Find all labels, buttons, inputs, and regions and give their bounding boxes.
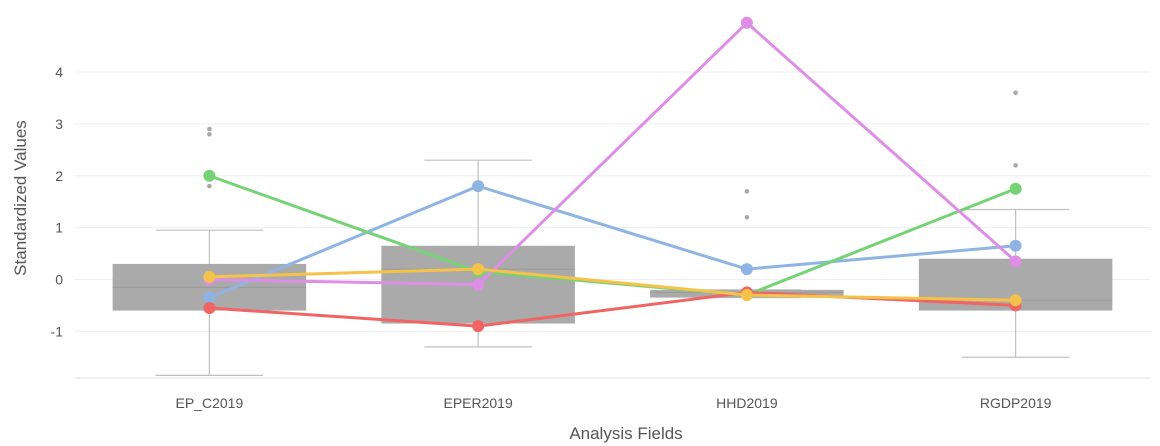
series-point bbox=[472, 278, 485, 291]
outlier-point bbox=[744, 189, 750, 194]
outlier-point bbox=[1013, 163, 1018, 168]
series-point bbox=[203, 169, 216, 182]
x-tick-label: HHD2019 bbox=[716, 395, 778, 411]
series-line bbox=[208, 184, 1016, 300]
series-point bbox=[1009, 239, 1022, 252]
series-point bbox=[740, 289, 753, 302]
y-tick-label: -1 bbox=[51, 323, 64, 339]
series-line bbox=[209, 21, 1017, 287]
series-point bbox=[203, 270, 216, 283]
y-tick-label: 1 bbox=[55, 220, 63, 236]
y-tick-label: 2 bbox=[55, 168, 63, 184]
series-point bbox=[472, 180, 485, 193]
series-point bbox=[1009, 294, 1022, 307]
x-tick-label: EPER2019 bbox=[443, 395, 512, 411]
x-tick-label: RGDP2019 bbox=[980, 395, 1052, 411]
series-point bbox=[472, 320, 485, 333]
series-layer bbox=[203, 16, 1022, 333]
outlier-point bbox=[207, 126, 212, 132]
outlier-point bbox=[207, 183, 212, 189]
outlier-point bbox=[1013, 90, 1018, 96]
y-tick-label: 3 bbox=[55, 116, 63, 132]
series-point bbox=[203, 301, 216, 314]
y-axis-title: Standardized Values bbox=[11, 120, 30, 276]
x-axis-title: Analysis Fields bbox=[569, 424, 682, 443]
outlier-point bbox=[207, 131, 212, 137]
outlier-point bbox=[744, 214, 750, 220]
series-point bbox=[203, 291, 216, 304]
series-line bbox=[209, 267, 1016, 302]
x-tick-label: EP_C2019 bbox=[176, 395, 244, 411]
y-tick-label: 4 bbox=[55, 64, 63, 80]
series-point bbox=[472, 263, 485, 276]
series-point bbox=[1009, 182, 1022, 195]
series-point bbox=[1009, 255, 1022, 268]
series-point bbox=[740, 16, 753, 29]
y-tick-label: 0 bbox=[55, 271, 63, 287]
tick-layer: -1 0 1 2 3 4 EP_C2019 EPER2019 HHD2019 RGDP2019 bbox=[51, 64, 1052, 411]
series-line bbox=[208, 174, 1017, 297]
box-layer bbox=[112, 90, 1113, 377]
gridlines bbox=[75, 71, 1150, 379]
series-point bbox=[740, 263, 753, 276]
